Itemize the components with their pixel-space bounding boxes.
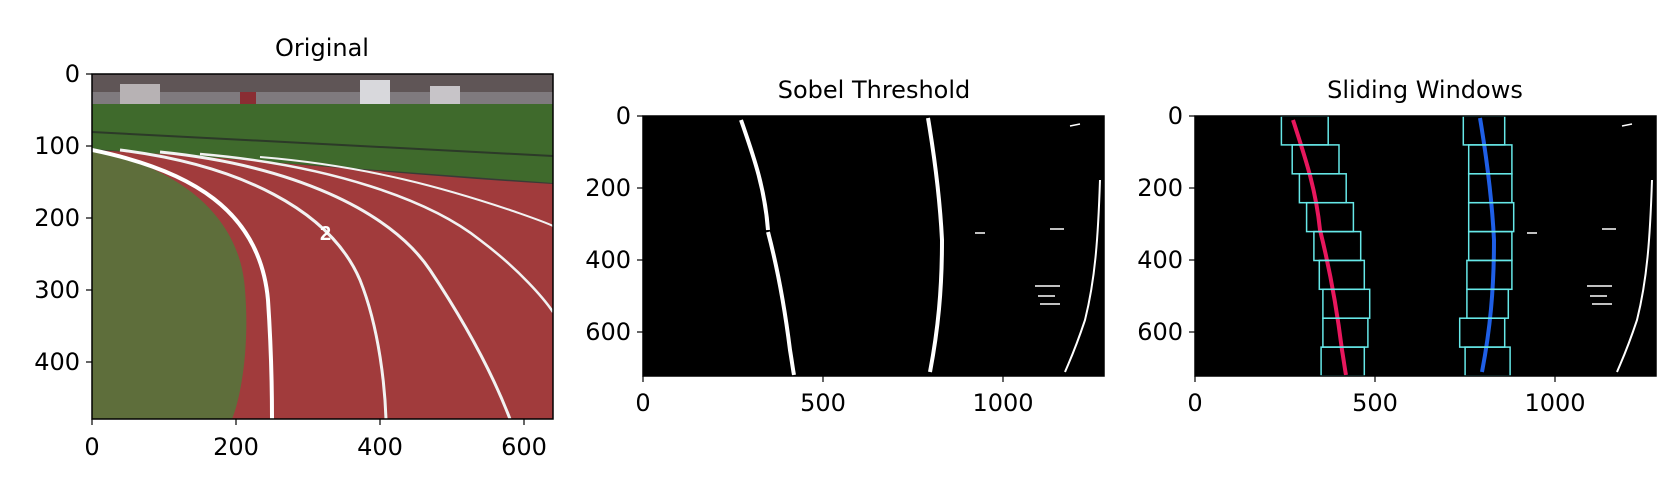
x-tick-label: 500	[1352, 389, 1398, 417]
sobel-axes-frame	[642, 115, 1105, 377]
original-house-right	[430, 86, 460, 104]
sliding-windows-layer	[1280, 116, 1515, 376]
y-tick-label: 300	[34, 276, 80, 304]
panel-sobel: Sobel Threshold 0 200 400 600 0 500 1000	[585, 76, 1105, 417]
right-lane-window	[1464, 346, 1511, 376]
sobel-dash-marks	[975, 123, 1081, 305]
sobel-left-lane-line	[739, 119, 796, 376]
original-lane-number-mark: 2	[320, 223, 331, 245]
y-tick-label: 100	[34, 132, 80, 160]
x-tick-label: 400	[357, 433, 403, 461]
sobel-far-right-edge	[1064, 179, 1101, 373]
y-tick-label: 600	[1137, 318, 1183, 346]
sobel-right-lane-line	[926, 117, 945, 373]
sliding-image	[1195, 116, 1656, 376]
y-tick-label: 400	[34, 348, 80, 376]
sliding-left-lane-pixels	[1291, 119, 1348, 376]
original-house-red	[240, 92, 256, 106]
original-image: 2	[92, 74, 553, 419]
y-tick-label: 0	[1168, 102, 1183, 130]
left-lane-window	[1320, 346, 1366, 376]
original-trees	[92, 74, 553, 92]
y-tick-label: 0	[65, 60, 80, 88]
original-lane-line-4	[199, 152, 553, 313]
y-tick-label: 600	[585, 318, 631, 346]
sobel-image	[643, 116, 1104, 376]
original-house-white	[360, 80, 390, 106]
x-tick-label: 1000	[1524, 389, 1585, 417]
original-y-ticks: 0 100 200 300 400	[34, 60, 92, 376]
sliding-background	[1195, 116, 1656, 376]
original-infield-grass	[92, 150, 247, 419]
sliding-dash-marks	[1527, 123, 1633, 305]
x-tick-label: 600	[501, 433, 547, 461]
x-tick-label: 0	[1187, 389, 1202, 417]
y-tick-label: 400	[1137, 246, 1183, 274]
original-lane-line-5	[259, 156, 553, 227]
y-tick-label: 200	[585, 174, 631, 202]
y-tick-label: 200	[1137, 174, 1183, 202]
y-tick-label: 0	[616, 102, 631, 130]
sliding-y-ticks: 0 200 400 600	[1137, 102, 1195, 346]
sliding-right-lane-pixels	[1478, 117, 1497, 373]
original-axes-frame	[91, 73, 554, 420]
panel-title-sobel: Sobel Threshold	[778, 76, 971, 104]
original-lane-line-2	[119, 148, 388, 419]
y-tick-label: 200	[34, 204, 80, 232]
sobel-y-ticks: 0 200 400 600	[585, 102, 643, 346]
sliding-far-right-edge	[1616, 179, 1653, 373]
original-lane-line-1	[92, 148, 274, 419]
panel-title-original: Original	[275, 34, 369, 62]
sobel-x-ticks: 0 500 1000	[635, 376, 1034, 417]
x-tick-label: 200	[213, 433, 259, 461]
sobel-background	[643, 116, 1104, 376]
original-lane-line-3	[159, 150, 512, 419]
panel-sliding-windows: Sliding Windows 0 200 400 600 0 500	[1137, 76, 1657, 417]
original-x-ticks: 0 200 400 600	[84, 419, 547, 461]
original-fence-rail	[92, 131, 553, 157]
panel-title-sliding-windows: Sliding Windows	[1327, 76, 1523, 104]
x-tick-label: 0	[84, 433, 99, 461]
sliding-axes-frame	[1194, 115, 1657, 377]
sliding-x-ticks: 0 500 1000	[1187, 376, 1586, 417]
original-house-left	[120, 84, 160, 104]
x-tick-label: 500	[800, 389, 846, 417]
y-tick-label: 400	[585, 246, 631, 274]
x-tick-label: 0	[635, 389, 650, 417]
panel-original: Original 2	[34, 34, 554, 461]
x-tick-label: 1000	[972, 389, 1033, 417]
